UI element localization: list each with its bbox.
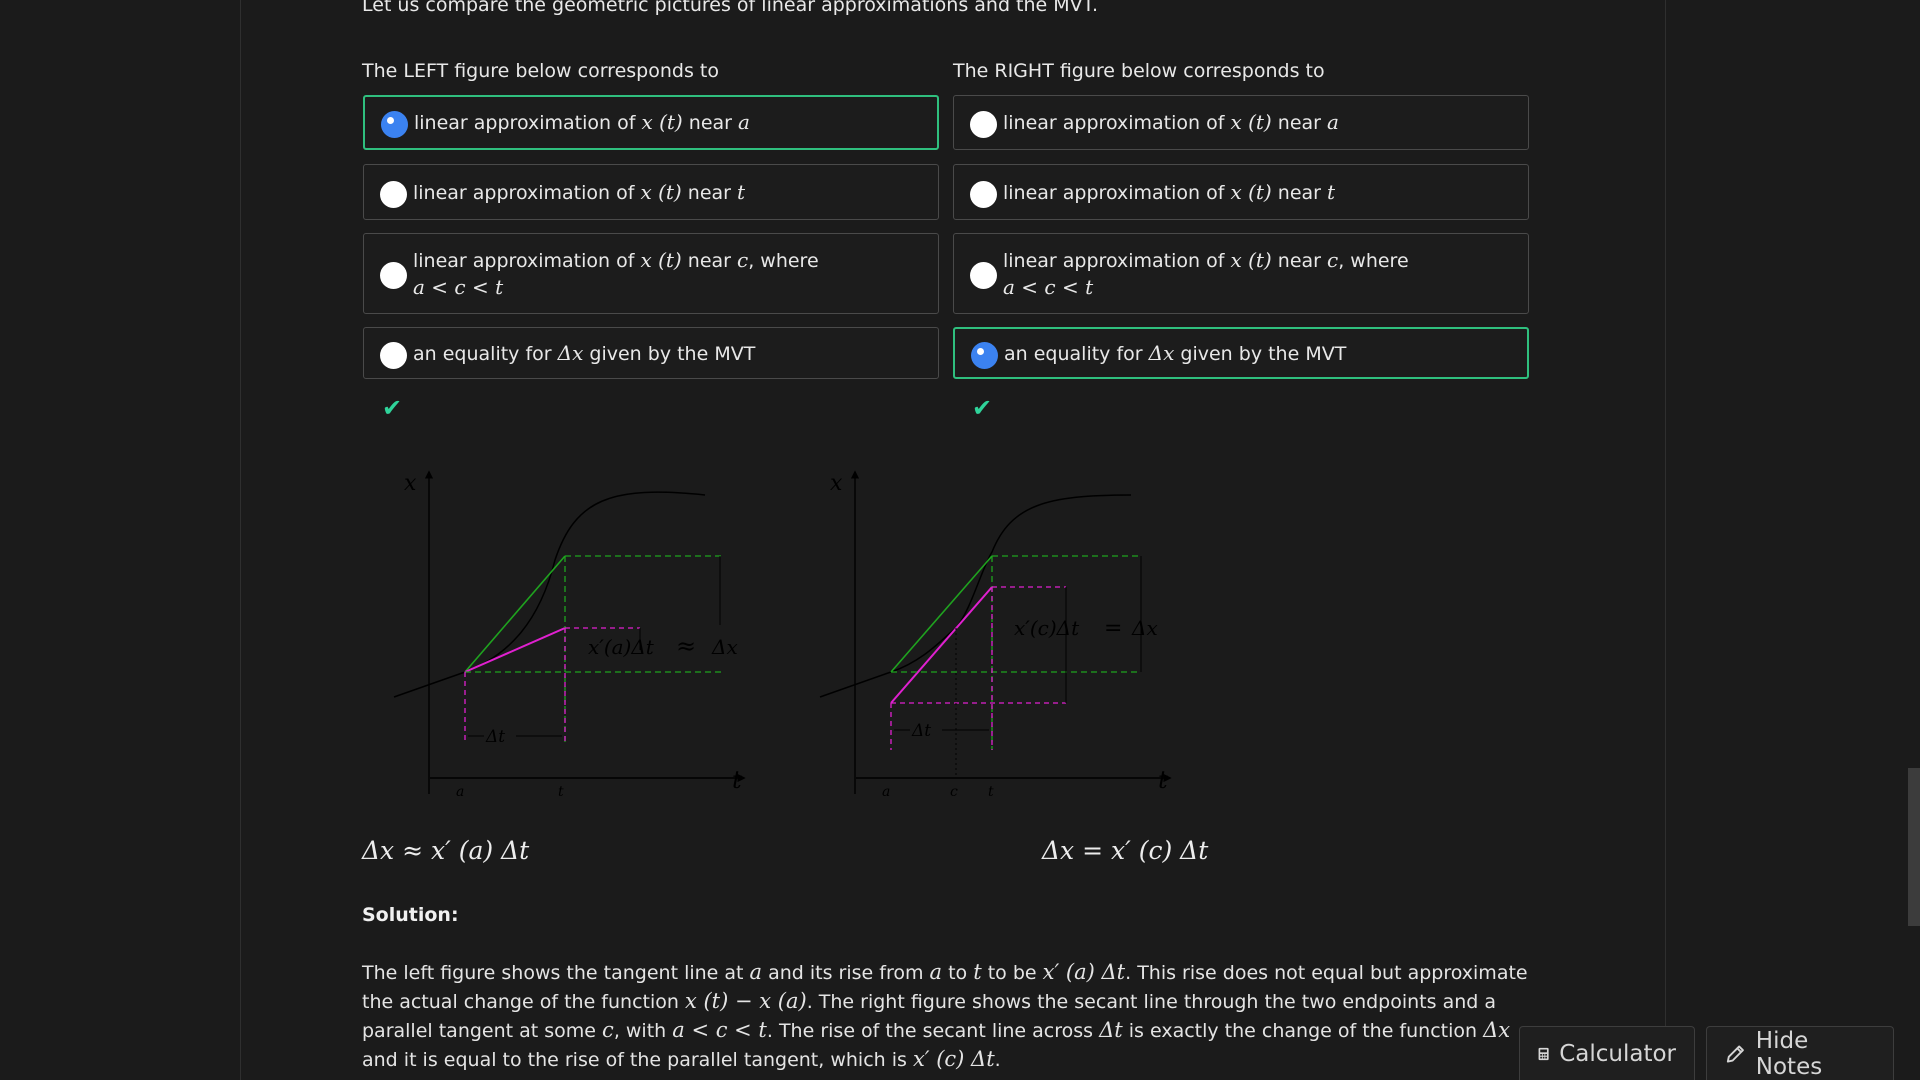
parallel-tangent-line xyxy=(890,586,993,704)
left-option-3[interactable]: linear approximation of x (t) near c, wh… xyxy=(363,233,939,314)
option-label: an equality for Δx given by the MVT xyxy=(413,340,756,365)
radio-button[interactable] xyxy=(970,262,997,289)
annotation-lhs: x′(a)Δt xyxy=(588,635,655,659)
annotation-lhs: x′(c)Δt xyxy=(1014,616,1080,640)
axis-t-label: t xyxy=(1158,766,1168,794)
hide-notes-label: Hide Notes xyxy=(1755,1027,1823,1080)
radio-button[interactable] xyxy=(380,180,407,208)
right-correct-check-icon: ✔ xyxy=(972,394,993,422)
annotation-relation: ≈ xyxy=(676,632,696,660)
left-correct-check-icon: ✔ xyxy=(382,394,403,422)
hide-notes-button[interactable]: Hide Notes xyxy=(1706,1026,1894,1080)
option-label: linear approximation of x (t) near a xyxy=(1003,110,1339,134)
axis-x-label: x xyxy=(830,471,843,496)
function-curve xyxy=(819,494,1132,698)
radio-button[interactable] xyxy=(970,180,997,208)
right-question-heading: The RIGHT figure below corresponds to xyxy=(953,60,1325,82)
annotation-relation: = xyxy=(1104,616,1122,641)
right-figure: x t a c t Δt x′(c)Δt = Δx xyxy=(819,470,1172,800)
annotation-rhs: Δx xyxy=(711,635,738,659)
right-option-3[interactable]: linear approximation of x (t) near c, wh… xyxy=(953,233,1529,314)
axis-x-label: x xyxy=(404,471,417,496)
calculator-icon xyxy=(1538,1047,1549,1060)
option-label: an equality for Δx given by the MVT xyxy=(1004,340,1347,365)
left-option-1[interactable]: linear approximation of x (t) near a xyxy=(363,95,939,150)
function-curve xyxy=(393,491,706,698)
right-option-2[interactable]: linear approximation of x (t) near t xyxy=(953,164,1529,220)
left-option-2[interactable]: linear approximation of x (t) near t xyxy=(363,164,939,220)
tick-c-label: c xyxy=(950,784,958,800)
radio-button[interactable] xyxy=(971,341,998,369)
option-label: linear approximation of x (t) near t xyxy=(1003,179,1336,204)
axis-t-label: t xyxy=(732,766,742,794)
calculator-label: Calculator xyxy=(1559,1040,1676,1067)
scrollbar[interactable] xyxy=(1908,768,1920,926)
delta-t-label: Δt xyxy=(485,727,505,747)
left-formula: Δx ≈ x′ (a) Δt xyxy=(362,836,530,865)
radio-button[interactable] xyxy=(970,111,997,138)
option-label: linear approximation of x (t) near c, wh… xyxy=(413,247,819,299)
left-question-heading: The LEFT figure below corresponds to xyxy=(362,60,719,82)
calculator-button[interactable]: Calculator xyxy=(1519,1026,1695,1080)
option-label: linear approximation of x (t) near t xyxy=(413,179,746,204)
right-option-1[interactable]: linear approximation of x (t) near a xyxy=(953,95,1529,150)
annotation-rhs: Δx xyxy=(1131,616,1158,640)
option-label: linear approximation of x (t) near c, wh… xyxy=(1003,247,1409,299)
solution-text: The left figure shows the tangent line a… xyxy=(362,960,1528,1071)
delta-t-label: Δt xyxy=(911,721,931,741)
solution-title: Solution: xyxy=(362,904,459,926)
intro-text: Let us compare the geometric pictures of… xyxy=(362,0,1099,16)
tick-t-label: t xyxy=(558,784,564,800)
secant-line xyxy=(890,555,993,673)
left-figure: x t a t Δt x′(a)Δt ≈ Δx xyxy=(393,470,746,800)
secant-line xyxy=(464,555,566,673)
right-formula: Δx = x′ (c) Δt xyxy=(1042,836,1209,865)
tick-a-label: a xyxy=(456,784,464,800)
tick-t-label: t xyxy=(988,784,994,800)
left-option-4[interactable]: an equality for Δx given by the MVT xyxy=(363,327,939,379)
right-option-4[interactable]: an equality for Δx given by the MVT xyxy=(953,327,1529,379)
radio-button[interactable] xyxy=(380,262,407,289)
radio-button[interactable] xyxy=(380,341,407,369)
pencil-icon xyxy=(1726,1044,1744,1063)
tick-a-label: a xyxy=(882,784,890,800)
option-label: linear approximation of x (t) near a xyxy=(414,110,750,134)
radio-button[interactable] xyxy=(381,111,408,138)
tangent-line xyxy=(464,627,566,673)
